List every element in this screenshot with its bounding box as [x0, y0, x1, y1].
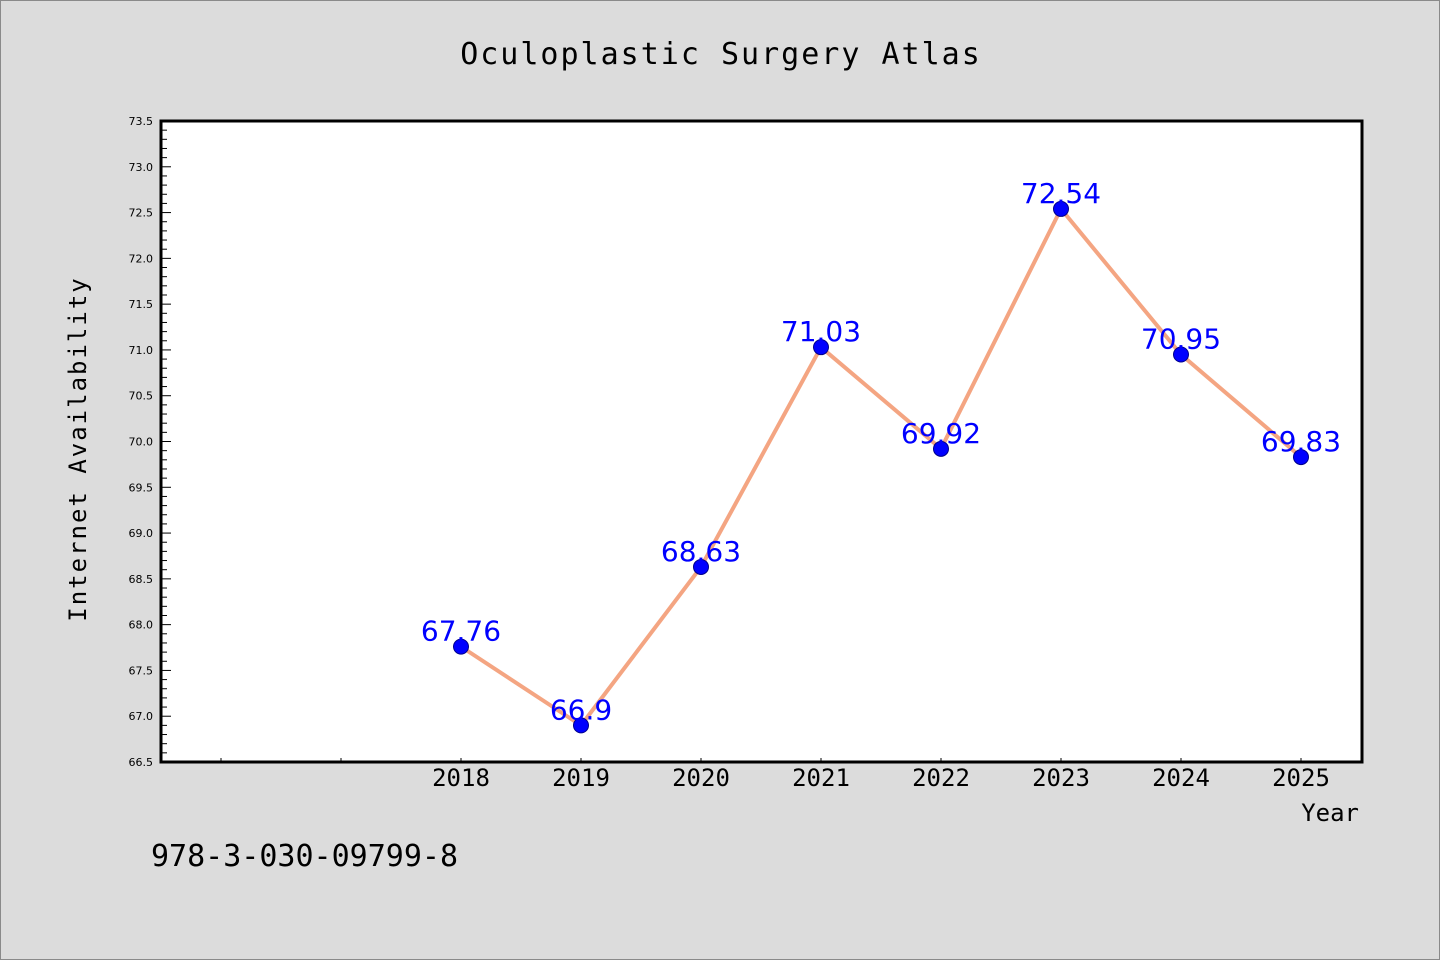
plot-frame [159, 119, 1364, 764]
isbn-text: 978-3-030-09799-8 [151, 839, 458, 874]
data-point-marker [1293, 449, 1309, 466]
data-label: 67.76 [421, 615, 501, 648]
y-axis: 66.5 67.0 67.5 68.0 68.5 69.0 69.5 70.0 70.5 71.0… [129, 115, 171, 769]
chart-title: Oculoplastic Surgery Atlas [460, 37, 982, 72]
data-point-marker [1053, 200, 1069, 217]
y-axis-label: Internet Availability [64, 276, 92, 621]
y-tick-label: 70.0 [129, 436, 154, 449]
y-tick-label: 68.5 [129, 573, 154, 586]
x-tick-label: 2021 [792, 764, 850, 792]
data-label: 72.54 [1021, 177, 1101, 210]
data-point-marker [573, 717, 589, 734]
data-label: 71.03 [781, 315, 861, 348]
y-tick-label: 69.5 [129, 481, 154, 494]
y-tick-label: 67.5 [129, 664, 154, 677]
data-label: 66.9 [550, 693, 612, 726]
data-label: 68.63 [661, 535, 741, 568]
data-point-marker [693, 558, 709, 575]
series-line [459, 206, 1303, 728]
x-axis: 2018 2019 2020 2021 2022 2023 2024 2025 [220, 758, 1330, 792]
data-point-marker [813, 339, 829, 356]
y-tick-label: 67.0 [129, 710, 154, 723]
data-label: 69.92 [901, 417, 981, 450]
x-tick-label: 2019 [552, 764, 610, 792]
data-point-marker [933, 440, 949, 457]
x-tick-label: 2023 [1032, 764, 1090, 792]
y-tick-label: 66.5 [129, 756, 154, 769]
y-tick-label: 69.0 [129, 527, 154, 540]
y-tick-label: 68.0 [129, 619, 154, 632]
x-tick-label: 2018 [432, 764, 490, 792]
x-axis-label: Year [1301, 799, 1359, 827]
x-tick-label: 2025 [1272, 764, 1330, 792]
y-tick-label: 72.0 [129, 252, 154, 265]
series-layer: 67.76 66.9 68.63 71.03 69.92 72.54 70.95 69.83 [421, 177, 1341, 734]
data-label: 70.95 [1141, 323, 1221, 356]
x-tick-label: 2022 [912, 764, 970, 792]
y-tick-label: 71.0 [129, 344, 154, 357]
x-tick-label: 2024 [1152, 764, 1210, 792]
y-tick-label: 73.5 [129, 115, 154, 128]
data-point-marker [453, 638, 469, 655]
y-tick-label: 71.5 [129, 298, 154, 311]
y-tick-label: 72.5 [129, 207, 154, 220]
y-tick-label: 70.5 [129, 390, 154, 403]
data-label: 69.83 [1261, 425, 1341, 458]
y-tick-label: 73.0 [129, 161, 154, 174]
x-tick-label: 2020 [672, 764, 730, 792]
data-point-marker [1173, 346, 1189, 363]
plot-area [161, 121, 1362, 762]
